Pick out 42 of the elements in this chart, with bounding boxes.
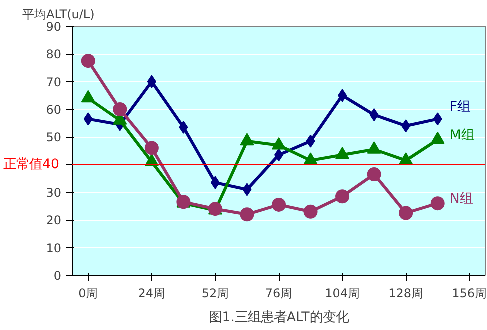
x-tick-label: 128周	[388, 286, 424, 300]
point	[433, 112, 442, 126]
point	[399, 206, 414, 220]
point	[306, 134, 316, 148]
point	[81, 54, 96, 68]
point	[147, 75, 156, 88]
point	[402, 120, 411, 133]
x-tick-label: 104周	[325, 286, 360, 300]
y-axis-title: 平均ALT(u/L)	[22, 8, 95, 22]
point	[179, 120, 188, 134]
point	[272, 198, 286, 212]
point	[304, 204, 318, 219]
point	[240, 208, 254, 222]
y-tick-label: 10	[46, 241, 62, 256]
x-tick-label: 52周	[202, 286, 230, 300]
point	[338, 89, 348, 102]
point	[370, 108, 379, 122]
point	[336, 190, 350, 204]
series-label: N组	[450, 192, 473, 208]
y-tick-label: 20	[46, 214, 62, 228]
point	[144, 141, 159, 156]
ref-line-label: 正常值40	[4, 157, 60, 172]
x-tick-label: 76周	[265, 286, 293, 300]
point	[84, 112, 93, 126]
y-tick-label: 30	[46, 186, 62, 200]
x-tick-label: 156周	[452, 286, 487, 300]
series-label: F组	[450, 100, 471, 116]
series-label: M组	[450, 128, 474, 144]
y-tick-label: 80	[46, 48, 62, 62]
point	[210, 176, 220, 190]
point	[242, 183, 252, 196]
y-tick-label: 70	[46, 75, 62, 90]
y-tick-label: 0	[54, 269, 62, 283]
point	[113, 102, 128, 116]
y-tick-label: 90	[46, 20, 62, 34]
x-tick-label: 0周	[78, 286, 98, 300]
y-tick-label: 50	[46, 130, 62, 145]
point	[367, 168, 382, 182]
text: 图1.三组患者ALT的变化	[209, 310, 349, 326]
y-tick-label: 60	[46, 103, 62, 117]
point	[430, 196, 445, 211]
x-tick-label: 24周	[138, 286, 166, 300]
